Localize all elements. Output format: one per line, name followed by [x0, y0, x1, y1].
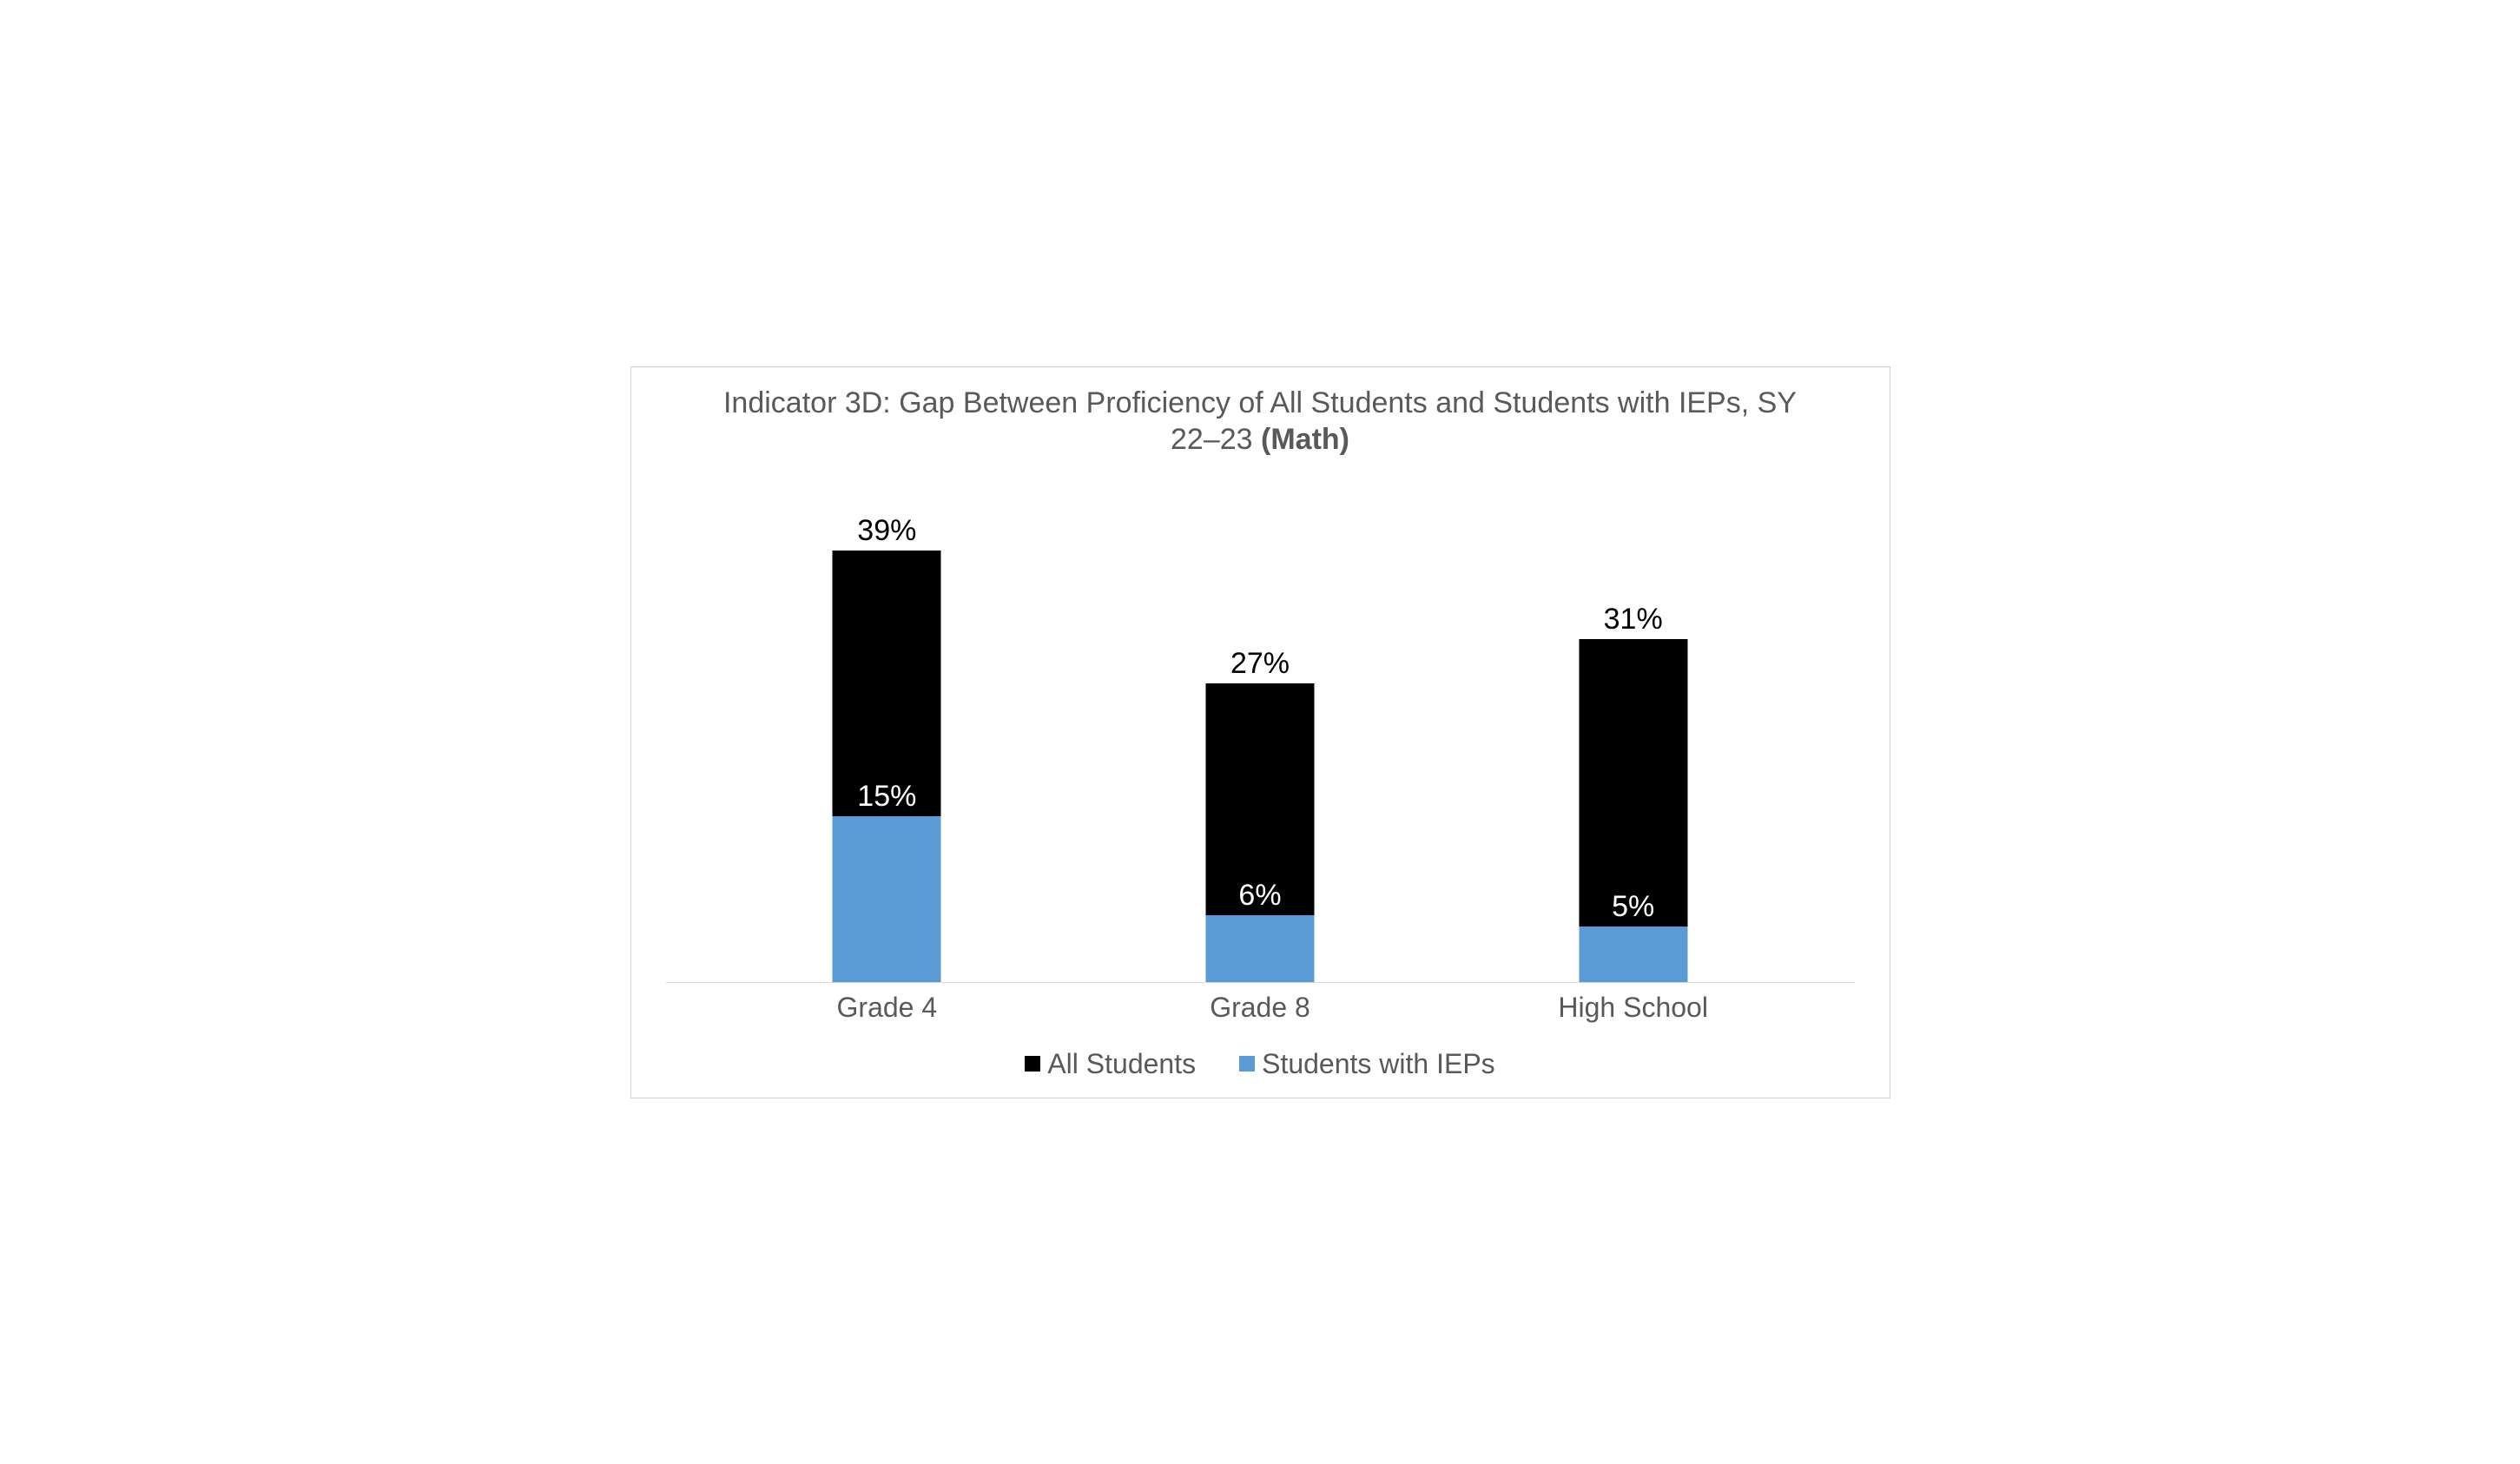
data-label: 27%	[1173, 647, 1347, 681]
bars-region: 39% 15% 27% 6% 31% 5%	[666, 485, 1855, 983]
bar-group: 31% 5%	[1447, 485, 1820, 982]
legend-label: Students with IEPs	[1262, 1048, 1495, 1080]
chart-title-plain: Indicator 3D: Gap Between Proficiency of…	[723, 386, 1797, 457]
data-label: 39%	[800, 514, 973, 548]
chart-frame: Indicator 3D: Gap Between Proficiency of…	[630, 366, 1890, 1098]
legend-item: Students with IEPs	[1239, 1048, 1495, 1080]
x-axis-category-label: Grade 8	[1073, 992, 1447, 1024]
bar: 5%	[1579, 927, 1687, 982]
plot-area: 39% 15% 27% 6% 31% 5% Grade 4Grade 8High Scho…	[666, 485, 1855, 1080]
legend-swatch	[1239, 1056, 1255, 1072]
bar: 15%	[833, 816, 941, 982]
bar-group: 27% 6%	[1073, 485, 1447, 982]
x-axis-labels: Grade 4Grade 8High School	[666, 983, 1855, 1024]
legend: All Students Students with IEPs	[666, 1024, 1855, 1080]
legend-swatch	[1025, 1056, 1040, 1072]
data-label: 6%	[1173, 879, 1347, 913]
chart-title-bold: (Math)	[1261, 423, 1349, 456]
data-label: 15%	[800, 780, 973, 814]
x-axis-category-label: High School	[1447, 992, 1820, 1024]
data-label: 5%	[1547, 890, 1720, 924]
bar: 6%	[1206, 915, 1315, 981]
bar-group: 39% 15%	[701, 485, 1074, 982]
legend-label: All Students	[1047, 1048, 1196, 1080]
x-axis-category-label: Grade 4	[701, 992, 1074, 1024]
data-label: 31%	[1547, 603, 1720, 636]
legend-item: All Students	[1025, 1048, 1196, 1080]
chart-title: Indicator 3D: Gap Between Proficiency of…	[666, 385, 1855, 458]
